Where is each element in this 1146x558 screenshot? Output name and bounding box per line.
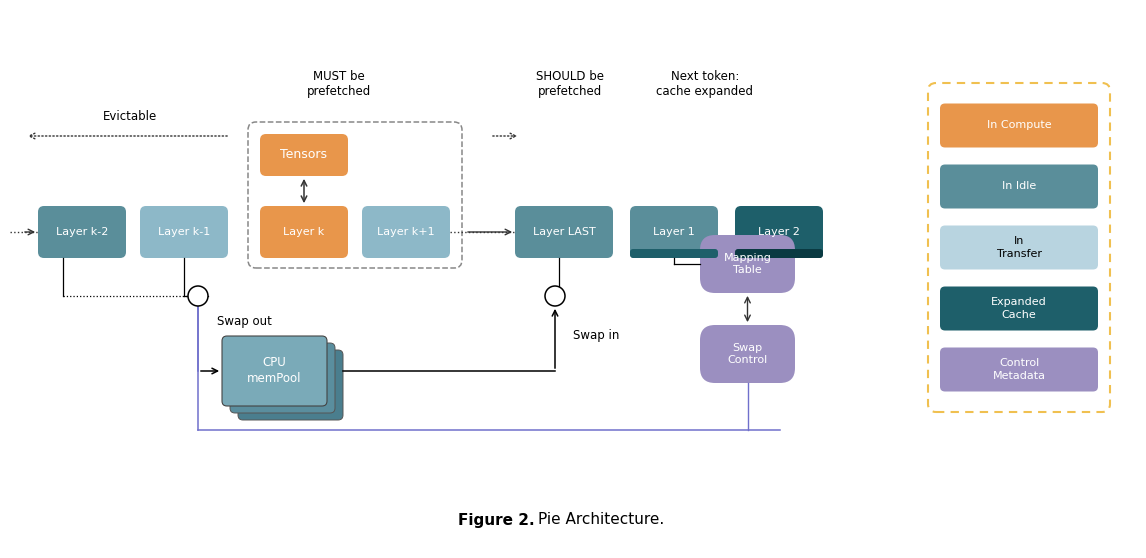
FancyBboxPatch shape <box>260 206 348 258</box>
FancyBboxPatch shape <box>260 134 348 176</box>
FancyBboxPatch shape <box>940 348 1098 392</box>
Text: Layer k: Layer k <box>283 227 324 237</box>
FancyBboxPatch shape <box>38 206 126 258</box>
Text: Layer 2: Layer 2 <box>758 227 800 237</box>
Text: In
Transfer: In Transfer <box>997 236 1042 259</box>
Text: Swap out: Swap out <box>217 315 272 328</box>
FancyBboxPatch shape <box>700 235 795 293</box>
Text: CPU
memPool: CPU memPool <box>248 357 301 386</box>
FancyBboxPatch shape <box>222 336 327 406</box>
FancyBboxPatch shape <box>940 165 1098 209</box>
FancyBboxPatch shape <box>735 206 823 258</box>
Text: Expanded
Cache: Expanded Cache <box>991 297 1047 320</box>
FancyBboxPatch shape <box>238 350 343 420</box>
Text: Next token:
cache expanded: Next token: cache expanded <box>657 70 754 98</box>
FancyBboxPatch shape <box>515 206 613 258</box>
Text: In Idle: In Idle <box>1002 181 1036 191</box>
Text: MUST be
prefetched: MUST be prefetched <box>307 70 371 98</box>
Text: Pie Architecture.: Pie Architecture. <box>537 512 665 527</box>
Circle shape <box>545 286 565 306</box>
Text: Layer k-1: Layer k-1 <box>158 227 210 237</box>
Text: Figure 2.: Figure 2. <box>458 512 535 527</box>
Text: Swap
Control: Swap Control <box>728 343 768 365</box>
FancyBboxPatch shape <box>230 343 335 413</box>
FancyBboxPatch shape <box>700 325 795 383</box>
Circle shape <box>188 286 209 306</box>
FancyBboxPatch shape <box>735 249 823 258</box>
FancyBboxPatch shape <box>940 286 1098 330</box>
Text: Swap in: Swap in <box>573 330 619 343</box>
Text: Tensors: Tensors <box>281 148 328 161</box>
Text: Evictable: Evictable <box>103 110 157 123</box>
Text: Control
Metadata: Control Metadata <box>992 358 1045 381</box>
Text: Layer 1: Layer 1 <box>653 227 694 237</box>
Text: Layer LAST: Layer LAST <box>533 227 596 237</box>
Text: Layer k+1: Layer k+1 <box>377 227 434 237</box>
FancyBboxPatch shape <box>140 206 228 258</box>
FancyBboxPatch shape <box>362 206 450 258</box>
FancyBboxPatch shape <box>940 225 1098 270</box>
FancyBboxPatch shape <box>630 249 719 258</box>
Text: Mapping
Table: Mapping Table <box>723 253 771 275</box>
Text: Layer k-2: Layer k-2 <box>56 227 108 237</box>
Text: SHOULD be
prefetched: SHOULD be prefetched <box>536 70 604 98</box>
FancyBboxPatch shape <box>630 206 719 258</box>
FancyBboxPatch shape <box>940 103 1098 147</box>
Text: In Compute: In Compute <box>987 121 1051 131</box>
